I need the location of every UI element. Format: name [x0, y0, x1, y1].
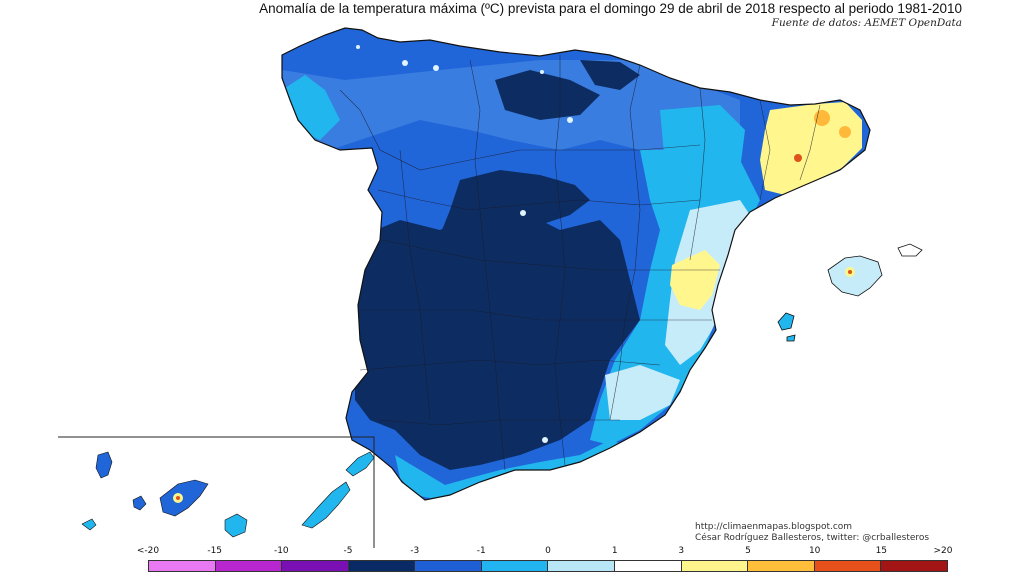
- legend-swatch-5: [481, 561, 549, 571]
- legend-label-6: 0: [545, 546, 551, 556]
- cool-ebro: [660, 105, 745, 180]
- legend-swatches: [148, 560, 948, 572]
- legend-swatch-1: [215, 561, 283, 571]
- legend-label-10: 10: [808, 546, 821, 556]
- legend-swatch-10: [814, 561, 882, 571]
- legend-label-0: <-20: [136, 546, 160, 556]
- tenerife: [159, 479, 209, 517]
- el-hierro: [81, 518, 97, 531]
- la-palma: [95, 451, 113, 479]
- province-borders: [339, 55, 821, 471]
- legend-swatch-3: [348, 561, 416, 571]
- spain-outline: [281, 27, 871, 501]
- blog-credit: http://climaenmapas.blogspot.com: [695, 522, 853, 532]
- legend-swatch-8: [681, 561, 749, 571]
- very-cold-north-meseta: [440, 170, 590, 245]
- balearic-islands: [777, 243, 923, 342]
- cool-south-coast: [395, 440, 625, 500]
- gran-canaria: [224, 513, 248, 538]
- very-cold-rioja: [495, 70, 600, 120]
- formentera: [786, 334, 796, 342]
- color-legend: <-20 -15 -10 -5 -3 -1 0 1 3 5 10 15 >20: [137, 546, 953, 576]
- mallorca: [827, 255, 883, 297]
- mainland-map: [282, 28, 870, 500]
- legend-swatch-2: [282, 561, 349, 571]
- legend-label-2: -10: [273, 546, 289, 556]
- hot-spot-catalonia-1: [814, 110, 830, 126]
- legend-label-11: 15: [875, 546, 888, 556]
- data-source: Fuente de datos: AEMET OpenData: [771, 17, 962, 29]
- legend-swatch-4: [415, 561, 482, 571]
- legend-label-1: -15: [207, 546, 223, 556]
- hot-spot-catalonia-2: [839, 126, 851, 138]
- legend-swatch-9: [748, 561, 815, 571]
- fuerteventura: [301, 481, 351, 529]
- legend-swatch-11: [881, 561, 947, 571]
- author-credit: César Rodríguez Ballesteros, twitter: @c…: [695, 533, 930, 543]
- legend-label-12: >20: [933, 546, 953, 556]
- warm-catalonia: [760, 102, 862, 195]
- slight-cool-murcia: [605, 365, 680, 420]
- legend-label-3: -5: [343, 546, 353, 556]
- ibiza: [777, 312, 795, 331]
- menorca: [897, 243, 923, 257]
- lanzarote: [345, 451, 375, 477]
- very-cold-basque: [580, 60, 640, 90]
- legend-label-9: 5: [745, 546, 751, 556]
- cool-north-coast: [282, 60, 740, 180]
- canary-islands-inset: [58, 436, 375, 548]
- legend-label-4: -3: [410, 546, 420, 556]
- legend-swatch-0: [149, 561, 216, 571]
- city-hotspots: [356, 45, 573, 443]
- legend-label-7: 1: [611, 546, 618, 556]
- map-title: Anomalía de la temperatura máxima (ºC) p…: [259, 1, 962, 16]
- legend-label-5: -1: [476, 546, 486, 556]
- legend-swatch-6: [548, 561, 616, 571]
- warm-valencia: [670, 250, 720, 310]
- legend-label-8: 3: [678, 546, 685, 556]
- legend-swatch-7: [615, 561, 682, 571]
- la-gomera: [132, 495, 147, 511]
- hotter-spot-catalonia: [794, 154, 802, 162]
- very-cold-center-west: [352, 210, 640, 470]
